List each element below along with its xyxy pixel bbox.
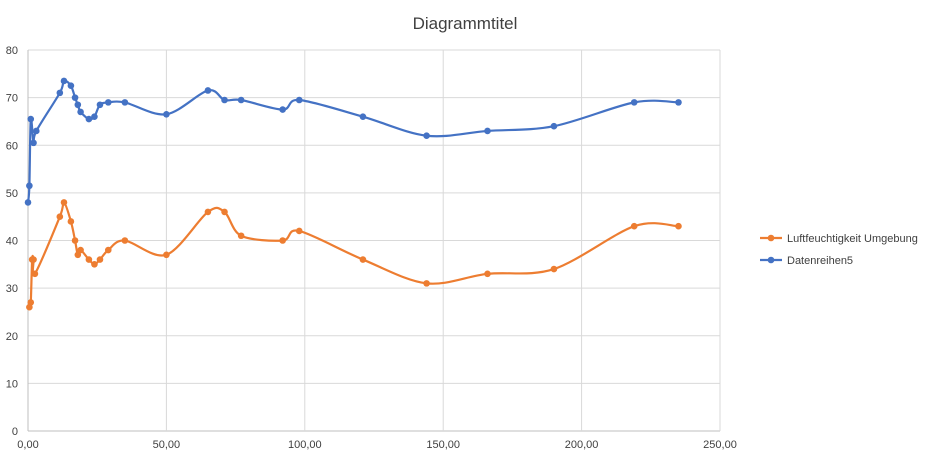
- legend-marker: [767, 234, 775, 242]
- data-point: [295, 227, 303, 235]
- y-tick-label: 40: [6, 236, 18, 248]
- data-point: [91, 261, 98, 268]
- data-point: [56, 89, 64, 97]
- y-tick-label: 70: [6, 93, 18, 105]
- data-point: [121, 99, 129, 106]
- data-point: [484, 127, 491, 135]
- data-point: [204, 208, 212, 216]
- data-point: [423, 132, 430, 140]
- x-tick-label: 250,00: [703, 439, 737, 451]
- y-tick-label: 0: [12, 426, 18, 438]
- data-point: [221, 96, 228, 104]
- y-tick-label: 10: [6, 378, 18, 390]
- data-point: [67, 218, 75, 225]
- data-point: [484, 270, 491, 278]
- data-point: [221, 208, 228, 216]
- data-point: [26, 182, 33, 190]
- data-point: [359, 256, 367, 263]
- data-point: [423, 280, 430, 287]
- data-point: [104, 246, 112, 254]
- data-point: [71, 237, 79, 244]
- data-point: [630, 222, 638, 230]
- x-tick-label: 50,00: [153, 439, 181, 451]
- x-axis-labels: 0,00 50,00 100,00 150,00 200,00 250,00: [17, 439, 737, 451]
- x-tick-label: 100,00: [288, 439, 322, 451]
- data-point: [74, 101, 82, 109]
- data-point: [675, 99, 682, 106]
- data-point: [27, 299, 35, 306]
- series-line: [26, 79, 679, 203]
- data-point: [204, 87, 212, 94]
- data-point: [121, 237, 129, 244]
- data-point: [30, 139, 37, 147]
- data-point: [163, 110, 170, 118]
- data-point: [24, 199, 32, 206]
- data-point: [675, 222, 682, 230]
- y-tick-label: 50: [6, 188, 18, 200]
- data-point: [96, 256, 104, 263]
- data-point: [359, 113, 367, 120]
- data-point: [237, 96, 245, 104]
- data-point: [33, 127, 40, 135]
- data-point: [71, 94, 79, 101]
- legend-label: Datenreihen5: [787, 255, 853, 267]
- series-luftfeuchtigkeit-umgebung: [26, 199, 682, 311]
- data-point: [67, 82, 75, 90]
- data-point: [85, 115, 93, 123]
- series-group: [24, 77, 682, 311]
- data-point: [77, 108, 84, 116]
- data-point: [279, 106, 286, 113]
- data-point: [27, 115, 35, 123]
- data-point: [31, 270, 39, 278]
- data-point: [60, 199, 68, 206]
- y-tick-label: 60: [6, 140, 18, 152]
- data-point: [85, 256, 93, 263]
- series-datenreihen5: [24, 77, 682, 206]
- data-point: [91, 113, 98, 120]
- x-tick-label: 200,00: [565, 439, 599, 451]
- data-point: [550, 122, 558, 130]
- data-point: [74, 251, 82, 259]
- legend-marker: [767, 256, 775, 264]
- x-tick-label: 0,00: [17, 439, 38, 451]
- y-tick-label: 80: [6, 45, 18, 57]
- data-point: [550, 265, 558, 273]
- y-axis-labels: 0 10 20 30 40 50 60 70 80: [6, 45, 18, 438]
- data-point: [163, 251, 170, 259]
- data-point: [77, 246, 84, 254]
- data-point: [104, 99, 112, 106]
- x-tick-label: 150,00: [426, 439, 460, 451]
- data-point: [30, 256, 37, 263]
- chart-title: Diagrammtitel: [413, 14, 518, 33]
- data-point: [237, 232, 245, 240]
- legend-label: Luftfeuchtigkeit Umgebung: [787, 233, 918, 245]
- data-point: [279, 237, 286, 244]
- data-point: [56, 213, 64, 220]
- data-point: [96, 101, 104, 109]
- y-tick-label: 30: [6, 283, 18, 295]
- legend: Luftfeuchtigkeit Umgebung Datenreihen5: [760, 233, 918, 267]
- data-point: [295, 96, 303, 104]
- data-point: [630, 99, 638, 106]
- data-point: [60, 77, 68, 85]
- y-tick-label: 20: [6, 331, 18, 343]
